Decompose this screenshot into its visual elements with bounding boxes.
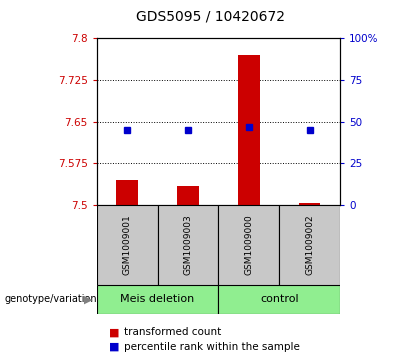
Bar (177, 185, 199, 205)
Text: ▶: ▶ (84, 294, 92, 305)
Text: GSM1009003: GSM1009003 (184, 215, 192, 276)
Text: percentile rank within the sample: percentile rank within the sample (124, 342, 300, 352)
Text: control: control (260, 294, 299, 305)
Bar (97, 205, 158, 285)
Bar (158, 205, 218, 285)
Text: transformed count: transformed count (124, 327, 221, 337)
Bar (218, 285, 340, 314)
Bar (97, 285, 218, 314)
Text: Meis deletion: Meis deletion (121, 294, 194, 305)
Text: GSM1009000: GSM1009000 (244, 215, 253, 276)
Text: GSM1009002: GSM1009002 (305, 215, 314, 276)
Text: ■: ■ (109, 342, 120, 352)
Text: genotype/variation: genotype/variation (4, 294, 97, 305)
Bar (238, 55, 260, 205)
Text: GSM1009001: GSM1009001 (123, 215, 131, 276)
Text: ■: ■ (109, 327, 120, 337)
Bar (279, 205, 340, 285)
Bar (116, 180, 138, 205)
Text: GDS5095 / 10420672: GDS5095 / 10420672 (136, 9, 284, 23)
Bar (218, 205, 279, 285)
Bar (299, 203, 320, 205)
